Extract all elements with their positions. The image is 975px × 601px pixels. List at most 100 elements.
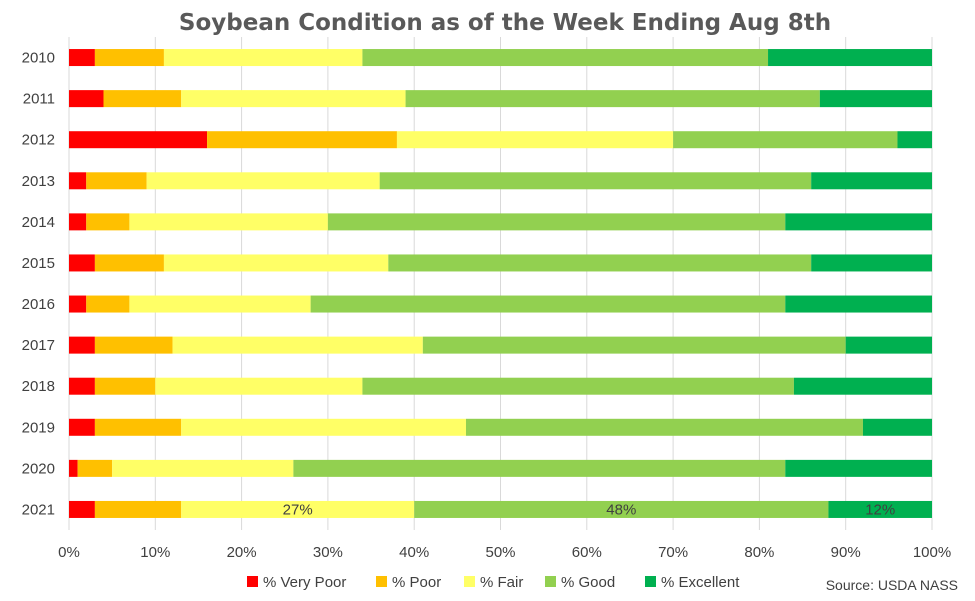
bar-segment: [103, 90, 182, 108]
x-tick-label: 50%: [485, 544, 515, 561]
bar-segment: [785, 295, 932, 313]
legend-swatch: [545, 576, 556, 587]
x-tick-label: 40%: [399, 544, 429, 561]
y-tick-label: 2019: [22, 419, 55, 436]
y-tick-label: 2011: [23, 91, 55, 108]
bar-segment: [69, 418, 95, 436]
x-tick-label: 70%: [658, 544, 688, 561]
bar-segment: [897, 131, 932, 149]
y-tick-label: 2021: [22, 501, 55, 518]
bar-segment: [362, 49, 769, 67]
bar-segment: [785, 459, 932, 477]
bar-segment: [86, 172, 147, 190]
bar-segment: [69, 336, 95, 354]
bar-segment: [69, 131, 208, 149]
y-tick-label: 2016: [22, 296, 55, 313]
bar-segment: [69, 90, 104, 108]
y-tick-label: 2020: [22, 460, 55, 477]
x-tick-label: 80%: [744, 544, 774, 561]
x-tick-label: 30%: [313, 544, 343, 561]
bar-segment: [181, 90, 406, 108]
bar-segment: [94, 49, 164, 67]
legend-swatch: [376, 576, 387, 587]
bar-segment: [172, 336, 423, 354]
bar-segment: [69, 377, 95, 395]
bar-segment: [768, 49, 932, 67]
x-tick-label: 100%: [913, 544, 951, 561]
y-tick-label: 2015: [22, 255, 55, 272]
legend-label: % Good: [561, 574, 615, 591]
data-label: 27%: [283, 501, 313, 518]
bar-segment: [163, 49, 363, 67]
bar-segment: [207, 131, 397, 149]
bar-segment: [86, 295, 130, 313]
y-tick-label: 2010: [22, 50, 55, 67]
bar-segment: [94, 254, 164, 272]
bar-segment: [422, 336, 846, 354]
bar-segment: [94, 336, 173, 354]
legend-swatch: [645, 576, 656, 587]
bar-segment: [785, 213, 932, 231]
bar-segment: [405, 90, 820, 108]
bar-segment: [673, 131, 898, 149]
bar-segment: [94, 377, 156, 395]
y-tick-label: 2013: [22, 173, 55, 190]
bar-segment: [819, 90, 932, 108]
bar-segment: [129, 295, 311, 313]
bar-segment: [69, 295, 87, 313]
bar-segment: [77, 459, 113, 477]
bar-segment: [181, 500, 415, 518]
y-tick-label: 2017: [22, 337, 55, 354]
bar-segment: [379, 172, 812, 190]
bar-segment: [793, 377, 932, 395]
data-label: 48%: [606, 501, 636, 518]
bar-segment: [94, 418, 182, 436]
bar-segment: [845, 336, 932, 354]
bar-segment: [327, 213, 786, 231]
bar-segment: [396, 131, 674, 149]
y-tick-label: 2012: [22, 132, 55, 149]
data-labels: 27% 48% 12%: [283, 501, 896, 518]
bar-segment: [69, 254, 95, 272]
bar-segment: [310, 295, 786, 313]
x-tick-label: 20%: [227, 544, 257, 561]
x-tick-label: 60%: [572, 544, 602, 561]
bar-segment: [69, 459, 78, 477]
bar-segment: [811, 172, 932, 190]
y-axis: 2010 2011 2012 2013 2014 2015 2016 2017 2018 2019…: [22, 50, 55, 519]
bar-segment: [69, 500, 95, 518]
legend-label: % Poor: [392, 574, 441, 591]
gridlines: [68, 37, 933, 530]
source-note: Source: USDA NASS: [826, 577, 958, 593]
data-label: 12%: [865, 501, 895, 518]
bar-segment: [828, 500, 932, 518]
bars: [69, 49, 932, 518]
legend-swatch: [464, 576, 475, 587]
bar-segment: [862, 418, 932, 436]
bar-segment: [146, 172, 380, 190]
bar-segment: [129, 213, 328, 231]
bar-segment: [94, 500, 182, 518]
x-axis: 0% 10% 20% 30% 40% 50% 60% 70% 80% 90% 100%: [58, 544, 951, 561]
y-tick-label: 2014: [22, 214, 55, 231]
bar-segment: [181, 418, 466, 436]
bar-segment: [811, 254, 932, 272]
x-tick-label: 0%: [58, 544, 80, 561]
bar-segment: [155, 377, 363, 395]
y-tick-label: 2018: [22, 378, 55, 395]
legend-label: % Very Poor: [263, 574, 346, 591]
bar-segment: [293, 459, 786, 477]
bar-segment: [69, 213, 87, 231]
legend-label: % Fair: [480, 574, 523, 591]
x-tick-label: 90%: [831, 544, 861, 561]
bar-segment: [69, 172, 87, 190]
bar-segment: [465, 418, 863, 436]
bar-segment: [86, 213, 130, 231]
legend-swatch: [247, 576, 258, 587]
bar-segment: [69, 49, 95, 67]
bar-segment: [388, 254, 812, 272]
x-tick-label: 10%: [140, 544, 170, 561]
legend-label: % Excellent: [661, 574, 740, 591]
chart-title: Soybean Condition as of the Week Ending …: [179, 10, 831, 36]
